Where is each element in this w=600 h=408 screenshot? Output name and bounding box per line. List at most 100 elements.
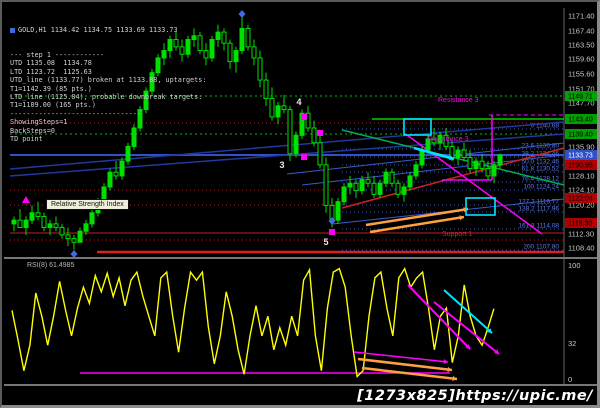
price-tick-1171.40: 1171.40 (568, 12, 595, 21)
price-tick-1147.70: 1147.70 (568, 99, 595, 108)
candle-body (281, 105, 287, 111)
candle-body (485, 168, 491, 177)
price-badge-bg-1116.30 (565, 218, 597, 228)
candle-body (323, 164, 329, 206)
candle-body (455, 149, 461, 158)
candle-body (305, 112, 311, 129)
wave-label-3: 3 (279, 160, 284, 170)
candle-body (71, 238, 77, 243)
candle-body (347, 182, 353, 188)
rsi-tooltip-text: Relative Strength Index (51, 201, 124, 208)
cyan-box-2[interactable] (465, 197, 496, 216)
fib-label-50.0: 50.0 1132.46 (522, 159, 560, 166)
cyan-arrow-rsi-head[interactable] (487, 328, 492, 333)
diamond-marker-1[interactable] (70, 250, 78, 258)
square-marker-2[interactable] (301, 154, 307, 160)
price-badge-bg-1143.40 (565, 114, 597, 124)
support-label: Support 1 (442, 231, 472, 238)
magenta-arrow-rsi-3-head[interactable] (443, 359, 449, 365)
orange-arrow-rsi-2[interactable] (361, 366, 458, 381)
candle-body (89, 212, 95, 225)
candle-body (317, 142, 323, 166)
candle-body (17, 219, 23, 229)
candle-body (155, 57, 161, 74)
price-badge-1143.40: 1143.40 (568, 117, 593, 124)
candle-body (35, 212, 41, 217)
candle-body (131, 127, 137, 147)
diamond-marker-0[interactable] (238, 10, 246, 18)
candle-body (239, 27, 245, 52)
cyan-arrow-main-head[interactable] (449, 155, 454, 161)
wave-label-4: 4 (296, 97, 301, 107)
orange-arrow-main-2[interactable] (369, 215, 465, 234)
indicator-comment-panel: GOLD,H1 1134.42 1134.75 1133.69 1133.73 … (10, 9, 206, 160)
candle-body (215, 31, 221, 40)
fib-label-100: 100 1124.24 (523, 184, 559, 191)
candle-body (377, 182, 383, 195)
candle-body (407, 175, 413, 188)
candle-body (53, 223, 59, 229)
resistance-label-2: Resistance 3 (428, 136, 469, 143)
magenta-arrow-rsi-2[interactable] (433, 301, 500, 355)
candle-body (185, 38, 191, 55)
candle-body (119, 160, 125, 177)
candle-body (341, 186, 347, 203)
cyan-box-1[interactable] (403, 118, 432, 136)
price-badge-1122.04: 1122.04 (568, 196, 593, 203)
cyan-arrow-main[interactable] (413, 146, 455, 161)
square-marker-1[interactable] (317, 130, 323, 136)
candle-body (293, 134, 299, 155)
candle-body (491, 164, 497, 177)
comment-line-6: T1=1109.00 (165 pts.) (10, 101, 96, 110)
candle-body (431, 138, 437, 144)
watermark-text: [1273x825]https://upic.me/ (357, 388, 593, 404)
price-tick-1120.20: 1120.20 (568, 201, 595, 210)
magenta-arrow-rsi-2-head[interactable] (494, 349, 499, 354)
candle-body (419, 149, 425, 166)
red-diagonal[interactable] (341, 147, 565, 209)
price-tick-1128.10: 1128.10 (568, 172, 595, 181)
up-arrow-marker[interactable] (22, 196, 30, 203)
magenta-arrow-rsi-1-head[interactable] (465, 344, 470, 349)
comment-line-1: UTD 1135.08 1134.78 (10, 59, 92, 68)
candle-body (299, 112, 305, 136)
orange-arrow-rsi-1-head[interactable] (447, 366, 452, 373)
orange-arrow-main-1[interactable] (365, 207, 469, 227)
price-badge-bg-1122.04 (565, 193, 597, 203)
channel-blue-a[interactable] (286, 142, 565, 175)
wave-label-5: 5 (323, 237, 328, 247)
price-tick-1167.40: 1167.40 (568, 27, 595, 36)
orange-arrow-rsi-1[interactable] (357, 357, 453, 372)
comment-line-9: BackSteps=0 (10, 126, 56, 135)
candle-body (479, 160, 485, 170)
magenta-arrow-rsi-3[interactable] (353, 351, 449, 363)
candle-body (191, 35, 197, 40)
comment-line-7: -------------------------------- (10, 109, 141, 118)
orange-arrow-main-2-head[interactable] (459, 215, 464, 221)
candle-body (209, 38, 215, 59)
rsi-tick-100: 100 (568, 261, 581, 270)
uptrend-navy-b[interactable] (9, 133, 565, 177)
candle-body (245, 27, 251, 48)
indicator-comment-lines: --- step 1 ------------ UTD 1135.08 1134.… (10, 51, 206, 143)
square-marker-3[interactable] (329, 229, 335, 235)
orange-arrow-rsi-2-head[interactable] (452, 375, 457, 382)
candle-body (443, 134, 449, 147)
uptrend-navy-a[interactable] (9, 121, 565, 170)
comment-line-0: --- step 1 ------------ (10, 51, 105, 60)
diamond-marker-2[interactable] (328, 217, 336, 225)
candle-body (233, 50, 239, 63)
cyan-arrow-rsi[interactable] (443, 289, 493, 334)
candle-body (23, 219, 29, 229)
resistance-label-1: Resistance 3 (438, 97, 479, 104)
candle-body (83, 223, 89, 232)
candle-body (41, 215, 47, 229)
magenta-arrow-rsi-1[interactable] (407, 284, 471, 350)
candle-body (11, 219, 17, 225)
square-marker-0[interactable] (301, 114, 307, 120)
candle-body (197, 35, 203, 52)
comment-line-5: LTD_line (1125.84), probable downbreak t… (10, 93, 203, 102)
rsi-tick-32: 32 (568, 339, 576, 348)
candle-body (137, 109, 143, 129)
